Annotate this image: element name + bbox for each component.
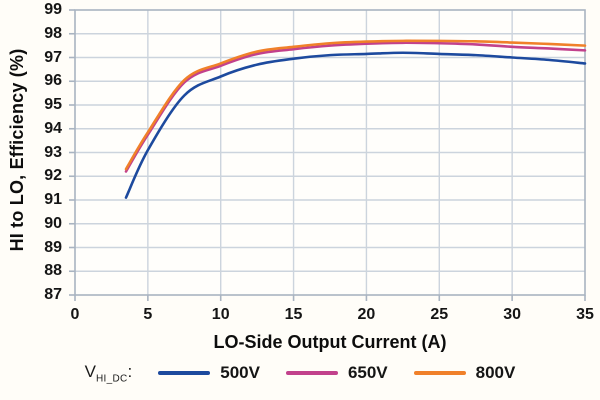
y-tick-label: 89 [44, 238, 62, 256]
y-tick-label: 87 [44, 286, 62, 303]
y-tick-label: 98 [44, 24, 62, 42]
legend-label-500v: 500V [220, 363, 260, 383]
legend-item-650v: 650V [285, 363, 388, 383]
x-tick-label: 0 [70, 306, 80, 323]
series-line-500v [124, 51, 587, 199]
legend: VHI_DC: 500V 650V 800V [0, 362, 600, 384]
legend-title-subscript: HI_DC [95, 373, 128, 385]
x-tick-label: 15 [284, 306, 303, 323]
series-line-800v [124, 39, 587, 171]
y-tick-label: 90 [44, 214, 62, 232]
y-tick-label: 95 [44, 96, 62, 113]
y-tick-label: 97 [44, 48, 62, 66]
legend-title-colon: : [127, 362, 133, 381]
legend-swatch-500v-line-icon [158, 371, 211, 376]
x-tick-label: 30 [503, 306, 522, 323]
y-tick-label: 92 [44, 167, 62, 185]
x-tick-label: 35 [576, 306, 594, 323]
y-tick-label: 93 [44, 143, 62, 161]
legend-item-500v: 500V [158, 363, 260, 383]
x-tick-label: 10 [211, 306, 230, 323]
y-tick-label: 91 [44, 191, 62, 208]
y-tick-label: 99 [44, 1, 62, 18]
x-tick-label: 5 [143, 306, 153, 323]
legend-title: VHI_DC: [85, 362, 133, 384]
legend-label-800v: 800V [475, 363, 516, 383]
x-tick-label: 20 [357, 306, 376, 323]
y-tick-label: 94 [44, 119, 62, 137]
legend-swatch-650v-line-icon [285, 371, 338, 376]
x-tick-label: 25 [430, 306, 449, 323]
x-axis-title: LO-Side Output Current (A) [213, 332, 447, 352]
series-line-650v [124, 41, 587, 173]
y-tick-label: 88 [44, 262, 62, 280]
legend-title-base: V [84, 362, 96, 381]
legend-item-800v: 800V [413, 363, 516, 383]
legend-swatch-800v-line-icon [413, 371, 466, 376]
y-tick-label: 96 [44, 72, 62, 90]
legend-label-650v: 650V [347, 363, 388, 383]
